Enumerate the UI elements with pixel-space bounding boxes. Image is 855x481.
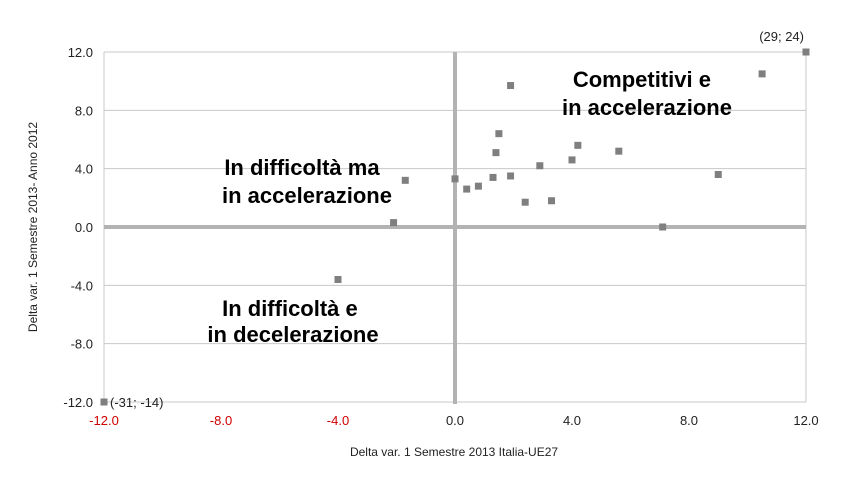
data-points	[100, 48, 810, 406]
scatter-point	[334, 276, 342, 283]
scatter-point	[574, 141, 582, 149]
x-tick-label: -8.0	[210, 413, 232, 428]
scatter-point	[758, 70, 766, 78]
quadrant-label-top-left: In difficoltà ma in accelerazione	[222, 155, 392, 208]
scatter-point	[548, 197, 556, 205]
zero-axes	[104, 52, 806, 404]
scatter-point	[401, 176, 409, 184]
scatter-point	[568, 156, 576, 164]
quadrant-label-top-right: Competitivi e in accelerazione	[562, 67, 732, 120]
scatter-point	[536, 162, 544, 170]
x-tick-label: 0.0	[446, 413, 464, 428]
y-axis-ticks: -12.0 -8.0 -4.0 0.0 4.0 8.0 12.0	[63, 45, 93, 410]
y-tick-label: 0.0	[75, 220, 93, 235]
scatter-point	[507, 82, 515, 90]
scatter-point	[495, 130, 503, 138]
x-tick-label: -12.0	[89, 413, 119, 428]
y-tick-label: 12.0	[68, 45, 93, 60]
scatter-point	[802, 48, 810, 56]
scatter-point	[521, 198, 529, 206]
y-tick-label: -8.0	[71, 337, 93, 352]
scatter-point	[492, 149, 500, 157]
y-tick-label: 4.0	[75, 162, 93, 177]
x-tick-label: -4.0	[327, 413, 349, 428]
x-tick-label: 8.0	[680, 413, 698, 428]
y-tick-label: -12.0	[63, 395, 93, 410]
x-axis-title: Delta var. 1 Semestre 2013 Italia-UE27	[350, 445, 558, 459]
scatter-point	[100, 398, 108, 406]
point-label: (29; 24)	[759, 29, 804, 44]
scatter-point	[451, 175, 459, 183]
x-tick-label: 12.0	[793, 413, 818, 428]
x-tick-label: 4.0	[563, 413, 581, 428]
point-label: (-31; -14)	[110, 395, 163, 410]
point-labels: (29; 24) (-31; -14)	[110, 29, 804, 410]
scatter-point	[390, 219, 398, 227]
scatter-point	[659, 223, 667, 231]
scatter-point	[714, 171, 722, 178]
y-tick-label: -4.0	[71, 278, 93, 293]
scatter-point	[463, 185, 471, 193]
scatter-point	[474, 182, 482, 190]
y-tick-label: 8.0	[75, 103, 93, 118]
scatter-point	[489, 173, 497, 181]
scatter-point	[507, 172, 515, 180]
y-axis-title: Delta var. 1 Semestre 2013- Anno 2012	[26, 122, 40, 332]
quadrant-label-bottom-left: In difficoltà e in decelerazione	[207, 296, 378, 347]
scatter-point	[615, 147, 623, 155]
x-axis-ticks: -12.0 -8.0 -4.0 0.0 4.0 8.0 12.0	[89, 413, 818, 428]
